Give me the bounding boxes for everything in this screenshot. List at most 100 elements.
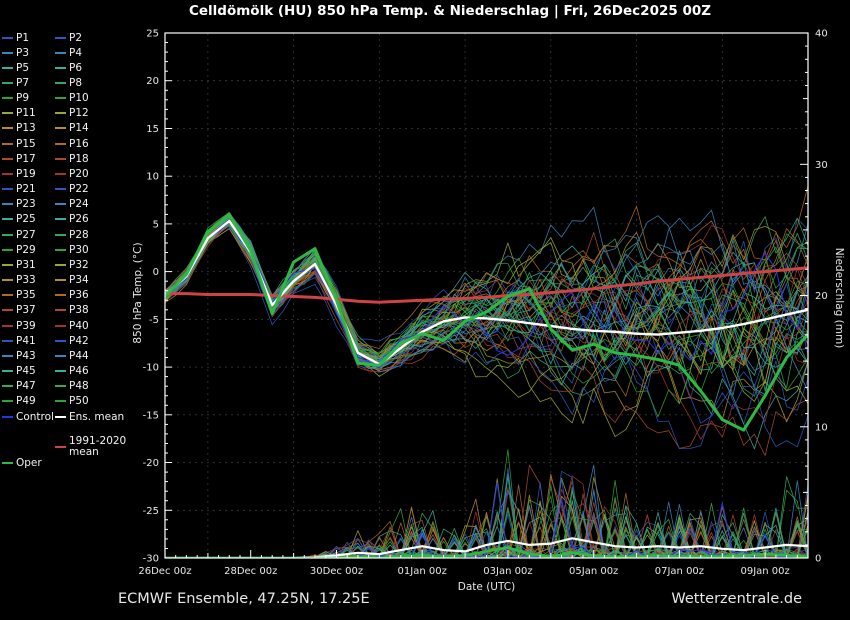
legend-swatch: [55, 203, 66, 206]
legend-row: P37 P38: [0, 303, 165, 318]
legend-label: 1991-2020 mean: [69, 434, 127, 458]
tick-label: 25: [146, 29, 159, 40]
legend-row: P25 P26: [0, 212, 165, 227]
legend-item: P44: [55, 348, 89, 363]
legend-item: P46: [55, 364, 89, 379]
legend-label: Oper: [16, 456, 42, 469]
legend-row: P43 P44: [0, 348, 165, 363]
legend-item: P2: [55, 30, 82, 45]
tick-labels: 25 20 15 10 5 0 -5 -10 -15 -20 -25 -30 40 30 20 10 0 26De…: [138, 29, 827, 578]
legend-swatch: [55, 279, 66, 282]
legend-label: P29: [16, 243, 36, 256]
tick-label: -15: [143, 410, 159, 421]
legend-swatch: [55, 127, 66, 130]
legend-label: P26: [69, 213, 89, 226]
legend-row: P11 P12: [0, 106, 165, 121]
legend-swatch: [55, 248, 66, 251]
legend-item: P16: [55, 136, 89, 151]
legend-item: P26: [55, 212, 89, 227]
legend-label: Ens. mean: [69, 410, 125, 423]
legend-swatch: [55, 112, 66, 115]
legend-label: P40: [69, 319, 89, 332]
legend-swatch: [55, 172, 66, 175]
footer-site-name: Wetterzentrale.de: [671, 591, 802, 607]
tick-label: 09Jan 00z: [740, 566, 789, 577]
legend-item: P31: [2, 257, 36, 272]
legend-row: P45 P46: [0, 364, 165, 379]
legend-item: P6: [55, 60, 82, 75]
legend-label: P27: [16, 228, 36, 241]
legend-swatch: [55, 81, 66, 84]
legend-row: P23 P24: [0, 197, 165, 212]
legend-item: P37: [2, 303, 36, 318]
legend-label: P47: [16, 380, 36, 393]
legend-item: P7: [2, 75, 29, 90]
legend-swatch: [2, 81, 13, 84]
legend-swatch: [2, 127, 13, 130]
legend-swatch: [2, 461, 13, 464]
legend-row: P33 P34: [0, 273, 165, 288]
legend-label: P44: [69, 349, 89, 362]
legend-item: P19: [2, 166, 36, 181]
right-axis-title: Niederschlag (mm): [833, 247, 845, 349]
legend-item: P23: [2, 197, 36, 212]
legend-label: P41: [16, 334, 36, 347]
legend-row: P19 P20: [0, 166, 165, 181]
tick-label: -25: [143, 506, 159, 517]
legend-swatch: [2, 324, 13, 327]
legend-label: P32: [69, 258, 89, 271]
legend-label: P8: [69, 76, 83, 89]
legend-swatch: [55, 97, 66, 100]
legend-label: P13: [16, 122, 36, 135]
legend-item: P48: [55, 379, 89, 394]
legend-swatch: [55, 51, 66, 54]
legend-swatch: [55, 385, 66, 388]
legend-row: P47 P48: [0, 379, 165, 394]
legend-label: P46: [69, 365, 89, 378]
legend-item: P34: [55, 273, 89, 288]
legend-swatch: [55, 36, 66, 39]
tick-label: -30: [143, 554, 159, 565]
legend-swatch: [55, 370, 66, 373]
legend-swatch: [2, 233, 13, 236]
legend-swatch: [55, 263, 66, 266]
legend-label: P30: [69, 243, 89, 256]
legend-swatch: [55, 446, 66, 448]
legend-swatch: [55, 218, 66, 221]
legend-label: P37: [16, 304, 36, 317]
legend-item: P9: [2, 91, 29, 106]
legend-row: P3 P4: [0, 45, 165, 60]
legend-item: P15: [2, 136, 36, 151]
legend-label: P19: [16, 167, 36, 180]
tick-label: 07Jan 00z: [655, 566, 704, 577]
tick-label: 30: [815, 160, 828, 171]
legend-item: P45: [2, 364, 36, 379]
legend-swatch: [55, 400, 66, 403]
legend-item: P5: [2, 60, 29, 75]
legend-row: P41 P42: [0, 333, 165, 348]
tick-label: 30Dec 00z: [310, 566, 363, 577]
legend-row: P29 P30: [0, 242, 165, 257]
legend-item: P39: [2, 318, 36, 333]
legend-item: P27: [2, 227, 36, 242]
tick-label: 40: [815, 29, 828, 40]
legend-swatch: [2, 51, 13, 54]
legend-row: P27 P28: [0, 227, 165, 242]
legend-row: Control Ens. mean: [0, 409, 165, 424]
tick-label: -5: [149, 315, 159, 326]
left-axis-title: 850 hPa Temp. (°C): [132, 242, 144, 344]
legend-label: P49: [16, 395, 36, 408]
legend-label: P9: [16, 92, 30, 105]
tick-label: 03Jan 00z: [483, 566, 532, 577]
legend-label: P17: [16, 152, 36, 165]
legend-label: P21: [16, 183, 36, 196]
legend-swatch: [2, 66, 13, 69]
legend-item: P42: [55, 333, 89, 348]
legend-swatch: [2, 142, 13, 145]
legend-row: P31 P32: [0, 257, 165, 272]
summary-lines: [165, 212, 808, 558]
tick-label: -10: [143, 363, 159, 374]
legend-label: P22: [69, 183, 89, 196]
legend-item: P20: [55, 166, 89, 181]
legend-item: P41: [2, 333, 36, 348]
